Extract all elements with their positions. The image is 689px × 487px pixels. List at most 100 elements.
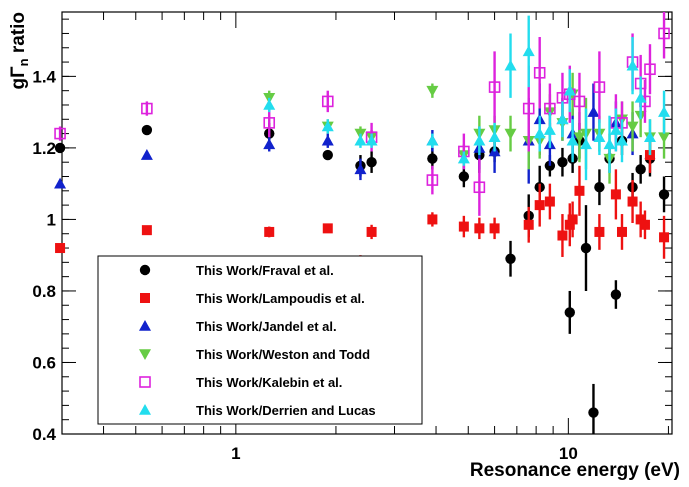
data-point	[354, 134, 367, 146]
axis-ticks: 0.4 0.6 0.8 1 1.2 1.4 1 10	[32, 12, 672, 463]
y-tick-label: 1.4	[32, 67, 56, 86]
series-this-work-fraval-et-al	[54, 122, 670, 434]
data-point	[140, 149, 153, 160]
data-point	[588, 407, 599, 418]
data-point	[593, 131, 606, 142]
data-point	[644, 63, 656, 76]
data-point	[635, 214, 646, 225]
x-tick-label: 10	[559, 444, 578, 463]
legend-item-this-work-lampoudis-et-al: This Work/Lampoudis et al.	[140, 291, 365, 306]
plot-frame	[61, 11, 673, 435]
data-point	[626, 59, 639, 71]
data-point	[610, 289, 622, 300]
data-point	[458, 171, 470, 182]
data-point	[488, 81, 501, 93]
legend-item-this-work-weston-and-todd: This Work/Weston and Todd	[139, 347, 370, 362]
data-point	[634, 91, 647, 103]
data-point	[533, 127, 546, 139]
data-point	[457, 152, 470, 164]
data-point	[426, 174, 439, 186]
y-axis-title-suffix: ratio	[8, 12, 29, 58]
data-point	[321, 134, 334, 146]
legend-label: This Work/Derrien and Lucas	[196, 403, 376, 418]
y-tick-label: 0.6	[32, 353, 56, 372]
y-axis-title-greek: Γ	[8, 66, 29, 78]
data-point	[626, 121, 639, 133]
data-point	[609, 124, 622, 135]
data-point	[616, 226, 627, 237]
data-point	[659, 232, 670, 243]
data-point	[523, 219, 534, 230]
data-point	[322, 149, 333, 161]
data-point	[522, 45, 535, 57]
legend-item-this-work-jandel-et-al: This Work/Jandel et al.	[139, 319, 337, 334]
legend-box	[97, 255, 423, 425]
data-point	[426, 85, 439, 97]
data-point	[635, 164, 646, 175]
data-point	[458, 221, 469, 232]
data-point	[473, 134, 486, 146]
data-point	[627, 196, 638, 207]
data-point	[505, 253, 516, 264]
legend-item-this-work-kalebin-et-al: This Work/Kalebin et al.	[139, 375, 342, 390]
data-point	[426, 134, 439, 146]
y-tick-label: 1	[47, 210, 56, 229]
data-point	[594, 226, 605, 237]
data-point	[321, 120, 334, 132]
legend-marker	[139, 264, 151, 276]
data-point	[366, 157, 377, 168]
data-point	[639, 219, 650, 230]
y-tick-label: 0.8	[32, 282, 56, 301]
data-point	[594, 182, 605, 193]
data-point	[263, 138, 276, 150]
data-point	[556, 113, 569, 125]
data-point	[566, 134, 579, 146]
legend-label: This Work/Lampoudis et al.	[196, 291, 365, 306]
data-point	[557, 157, 568, 168]
data-point	[557, 230, 568, 241]
series-this-work-derrien-and-lucas	[263, 15, 671, 181]
data-point	[321, 95, 334, 108]
series-this-work-lampoudis-et-al	[55, 137, 670, 270]
data-point	[322, 223, 333, 234]
data-point	[610, 189, 621, 200]
data-point	[544, 196, 555, 207]
data-point	[427, 214, 438, 225]
y-axis-title-prefix: g	[8, 78, 29, 90]
data-point	[504, 59, 517, 71]
legend-marker	[139, 320, 151, 331]
data-point	[141, 225, 152, 236]
legend-label: This Work/Kalebin et al.	[196, 375, 342, 390]
y-tick-label: 1.2	[32, 139, 56, 158]
x-tick-label: 1	[231, 444, 240, 463]
data-point	[543, 124, 556, 135]
data-point	[563, 84, 576, 96]
data-point	[489, 223, 500, 234]
legend-item-this-work-derrien-and-lucas: This Work/Derrien and Lucas	[139, 403, 376, 418]
data-point	[564, 307, 575, 318]
data-point	[658, 189, 670, 200]
data-point	[141, 102, 153, 115]
legend-label: This Work/Jandel et al.	[196, 319, 337, 334]
data-point	[427, 153, 438, 164]
data-point	[354, 163, 367, 175]
data-point	[534, 200, 545, 211]
data-point	[574, 185, 585, 196]
data-point	[263, 98, 276, 110]
data-point	[587, 106, 600, 117]
data-point	[573, 95, 586, 108]
data-point	[473, 181, 486, 194]
data-point	[573, 132, 586, 144]
legend-label: This Work/Weston and Todd	[196, 347, 370, 362]
data-point	[141, 124, 153, 136]
data-points	[54, 12, 671, 434]
legend: This Work/Fraval et al. This Work/Lampoud…	[97, 255, 423, 425]
legend-marker	[139, 404, 151, 415]
data-point	[615, 134, 628, 146]
y-axis-title-subscript: n	[16, 58, 31, 66]
y-tick-label: 0.4	[32, 425, 56, 444]
data-point	[54, 177, 67, 189]
data-point	[365, 134, 378, 146]
legend-item-this-work-fraval-et-al: This Work/Fraval et al.	[139, 263, 334, 278]
data-point	[264, 226, 275, 237]
